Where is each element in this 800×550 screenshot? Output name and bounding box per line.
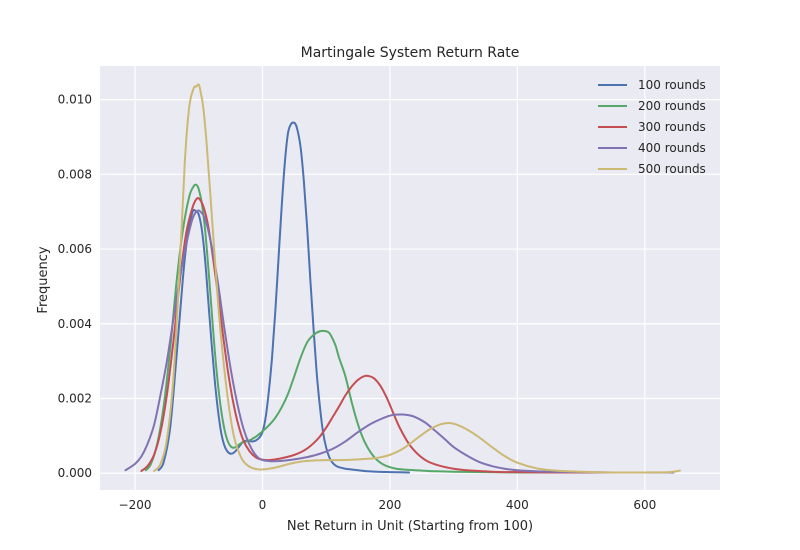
- legend-label: 200 rounds: [638, 99, 706, 113]
- y-tick-label: 0.006: [58, 242, 92, 256]
- series-layer: [124, 83, 681, 474]
- y-tick-label: 0.010: [58, 93, 92, 107]
- x-tick-label: 600: [633, 498, 656, 512]
- legend-label: 300 rounds: [638, 120, 706, 134]
- y-tick-labels: 0.000 0.002 0.004 0.006 0.008 0.010: [58, 93, 92, 481]
- series-line-3: [140, 196, 672, 474]
- x-tick-label: 0: [259, 498, 267, 512]
- legend-label: 100 rounds: [638, 78, 706, 92]
- x-tick-labels: −200 0 200 400 600: [119, 498, 657, 512]
- y-axis-label: Frequency: [36, 246, 51, 313]
- legend: 100 rounds 200 rounds 300 rounds 400 rounds…: [598, 78, 706, 176]
- y-tick-label: 0.004: [58, 317, 92, 331]
- series-line-1: [157, 121, 411, 474]
- y-tick-label: 0.002: [58, 391, 92, 405]
- legend-label: 400 rounds: [638, 141, 706, 155]
- x-tick-label: 400: [506, 498, 529, 512]
- series-line-4: [124, 209, 675, 474]
- series-line-5: [153, 83, 681, 474]
- y-tick-label: 0.008: [58, 167, 92, 181]
- x-tick-label: −200: [119, 498, 152, 512]
- plot-area: [100, 66, 720, 490]
- chart-title: Martingale System Return Rate: [301, 45, 520, 61]
- grid-lines: [100, 66, 720, 490]
- y-tick-label: 0.000: [58, 466, 92, 480]
- x-tick-label: 200: [378, 498, 401, 512]
- x-axis-label: Net Return in Unit (Starting from 100): [287, 519, 533, 534]
- legend-label: 500 rounds: [638, 162, 706, 176]
